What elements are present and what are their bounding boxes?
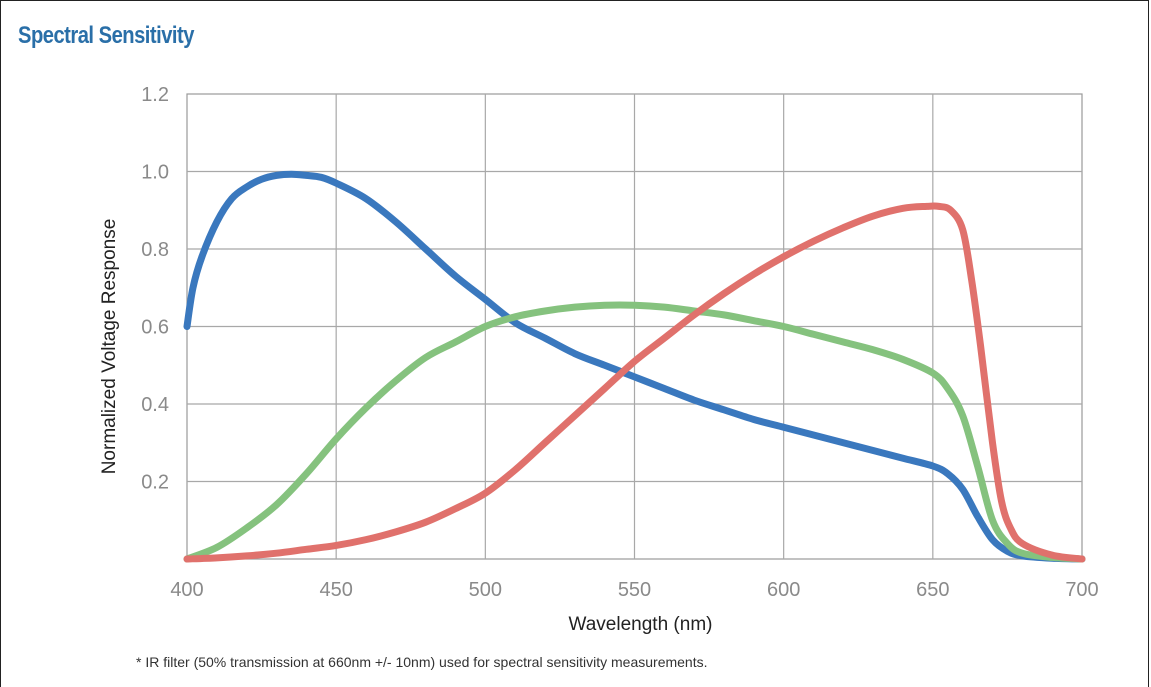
red-response-line xyxy=(183,202,1086,563)
y-tick-label: 0.6 xyxy=(141,317,169,339)
x-tick-label: 450 xyxy=(319,579,352,601)
chart-title: Spectral Sensitivity xyxy=(18,22,194,49)
x-tick-label: 550 xyxy=(618,579,651,601)
x-tick-label: 400 xyxy=(170,579,203,601)
x-tick-label: 600 xyxy=(767,579,800,601)
y-tick-label: 0.4 xyxy=(141,394,169,416)
series-group xyxy=(183,170,1086,563)
x-tick-label: 500 xyxy=(469,579,502,601)
x-axis-label: Wavelength (nm) xyxy=(569,614,713,635)
y-tick-label: 1.2 xyxy=(141,84,169,106)
y-tick-label: 1.0 xyxy=(141,162,169,184)
x-tick-label: 650 xyxy=(916,579,949,601)
y-axis-label: Normalized Voltage Response xyxy=(99,219,120,475)
ticks: 400 450 500 550 600 650 700 0.2 0.4 0.6 0.8 1.0 1.2 xyxy=(141,84,1099,601)
y-tick-label: 0.2 xyxy=(141,472,169,494)
y-tick-label: 0.8 xyxy=(141,239,169,261)
footnote: * IR filter (50% transmission at 660nm +… xyxy=(136,654,708,670)
green-response-line xyxy=(183,301,1086,563)
grid xyxy=(186,93,1083,560)
blue-response-line xyxy=(183,170,1086,563)
x-tick-label: 700 xyxy=(1065,579,1098,601)
